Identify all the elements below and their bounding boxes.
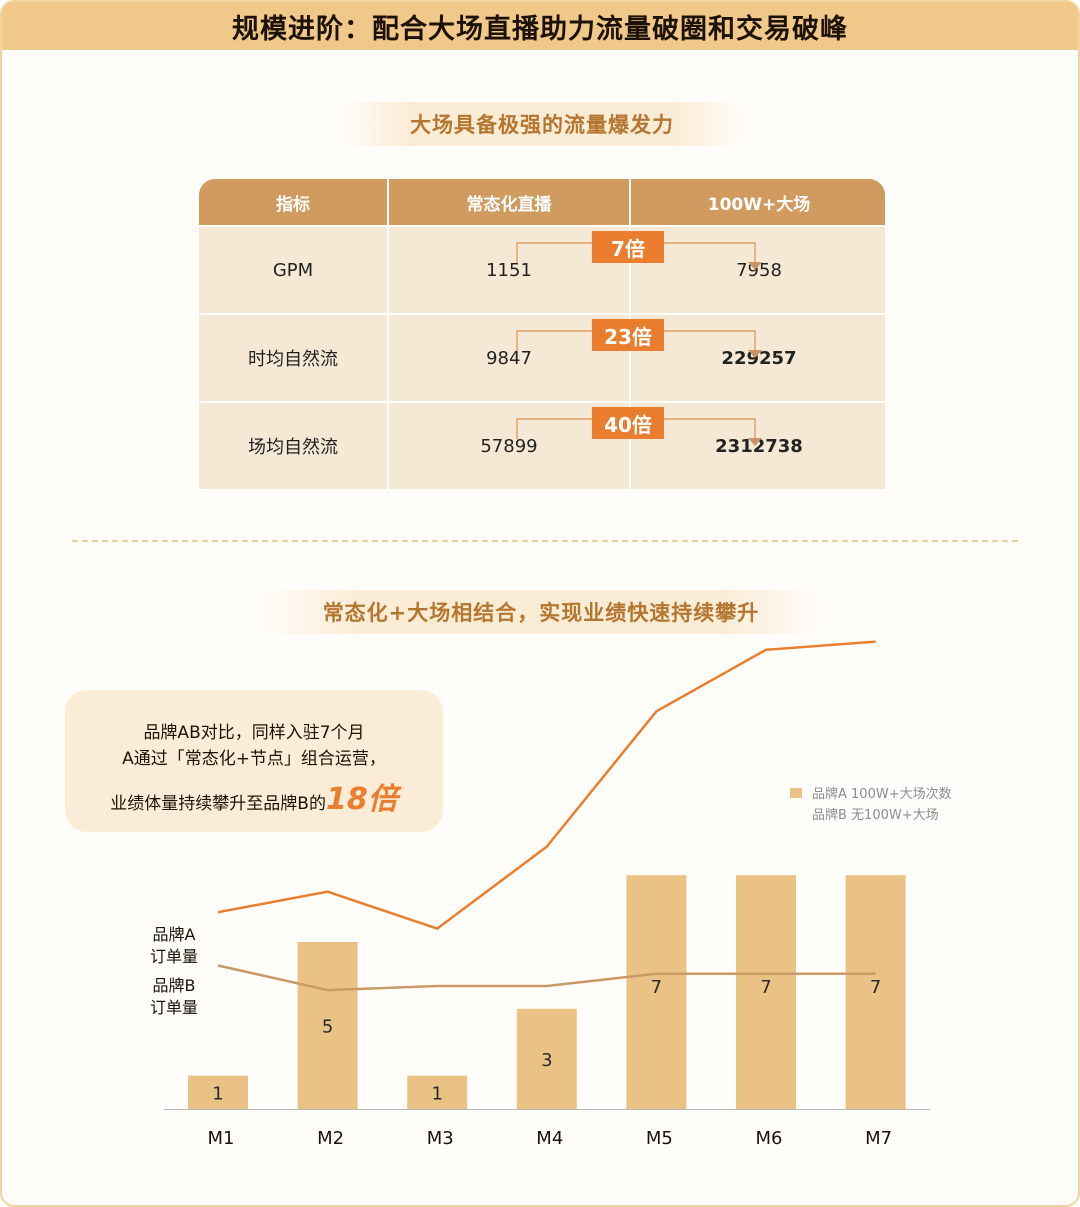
legend-item-a: 品牌A 100W+大场次数 <box>790 782 952 803</box>
bar-value-label: 7 <box>651 977 662 998</box>
legend-label-a: 品牌A 100W+大场次数 <box>812 787 952 802</box>
row-big-value: 229257 <box>629 315 887 401</box>
note-line-3: 业绩体量持续攀升至品牌B的18倍 <box>65 774 443 818</box>
row-big-value: 7958 <box>629 227 887 313</box>
page-title: 规模进阶：配合大场直播助力流量破圈和交易破峰 <box>2 2 1078 50</box>
comparison-note: 品牌AB对比，同样入驻7个月 A通过「常态化+节点」组合运营， 业绩体量持续攀升… <box>65 690 443 832</box>
table-row: 时均自然流 9847 229257 23倍 <box>199 313 885 401</box>
note-line-2: A通过「常态化+节点」组合运营， <box>122 749 386 769</box>
bar-value-label: 7 <box>760 977 771 998</box>
section-pill-growth: 常态化+大场相结合，实现业绩快速持续攀升 <box>257 590 825 634</box>
chart-legend: 品牌A 100W+大场次数 品牌B 无100W+大场 <box>790 782 952 824</box>
bar-M7 <box>845 875 906 1109</box>
note-line-3-text: 业绩体量持续攀升至品牌B的 <box>110 794 326 814</box>
table-row: GPM 1151 7958 7倍 <box>199 225 885 313</box>
row-normal-value: 9847 <box>387 315 629 401</box>
legend-label-b: 品牌B 无100W+大场 <box>812 808 939 823</box>
x-tick-label: M4 <box>536 1128 563 1149</box>
x-tick-label: M2 <box>317 1128 344 1149</box>
section-divider <box>72 540 1018 542</box>
bar-value-label: 7 <box>870 977 881 998</box>
x-tick-label: M3 <box>427 1128 454 1149</box>
x-tick-label: M6 <box>756 1128 783 1149</box>
bar-M4 <box>516 1008 577 1109</box>
row-normal-value: 1151 <box>387 227 629 313</box>
bar-value-label: 5 <box>322 1017 333 1038</box>
bar-M3 <box>407 1075 468 1109</box>
multiple-badge: 23倍 <box>592 319 664 351</box>
x-tick-label: M7 <box>865 1128 892 1149</box>
line-brand-b <box>217 964 876 992</box>
bar-M1 <box>188 1075 248 1109</box>
header-metric: 指标 <box>276 194 310 215</box>
multiple-badge: 7倍 <box>592 231 664 263</box>
note-line-1: 品牌AB对比，同样入驻7个月 <box>143 723 365 743</box>
section-pill-traffic: 大场具备极强的流量爆发力 <box>337 102 747 146</box>
comparison-table: 指标 常态化直播 100W+大场 GPM 1151 7958 7倍 时均自然流 … <box>199 179 885 491</box>
bar-value-label: 1 <box>431 1083 442 1104</box>
header-normal: 常态化直播 <box>387 179 629 225</box>
ylabel-brand-b: 品牌B 订单量 <box>150 976 199 1017</box>
header-big: 100W+大场 <box>629 179 887 225</box>
line-brand-a <box>217 640 876 930</box>
legend-swatch-a <box>790 787 802 798</box>
bar-M2 <box>297 942 358 1109</box>
ylabel-brand-a: 品牌A 订单量 <box>150 925 199 966</box>
row-big-value: 2312738 <box>629 403 887 489</box>
note-highlight: 18倍 <box>325 782 398 817</box>
bar-value-label: 1 <box>212 1083 223 1104</box>
multiple-badge: 40倍 <box>592 407 664 439</box>
x-tick-label: M5 <box>646 1128 673 1149</box>
row-normal-value: 57899 <box>387 403 629 489</box>
x-tick-label: M1 <box>208 1128 235 1149</box>
row-metric: GPM <box>272 259 314 281</box>
bar-M6 <box>736 875 796 1109</box>
bar-value-label: 3 <box>541 1050 552 1071</box>
legend-item-b: 品牌B 无100W+大场 <box>790 803 952 824</box>
bar-M5 <box>626 875 687 1109</box>
row-metric: 场均自然流 <box>248 437 338 458</box>
table-header: 指标 常态化直播 100W+大场 <box>199 179 885 225</box>
table-row: 场均自然流 57899 2312738 40倍 <box>199 401 885 489</box>
row-metric: 时均自然流 <box>248 349 338 370</box>
